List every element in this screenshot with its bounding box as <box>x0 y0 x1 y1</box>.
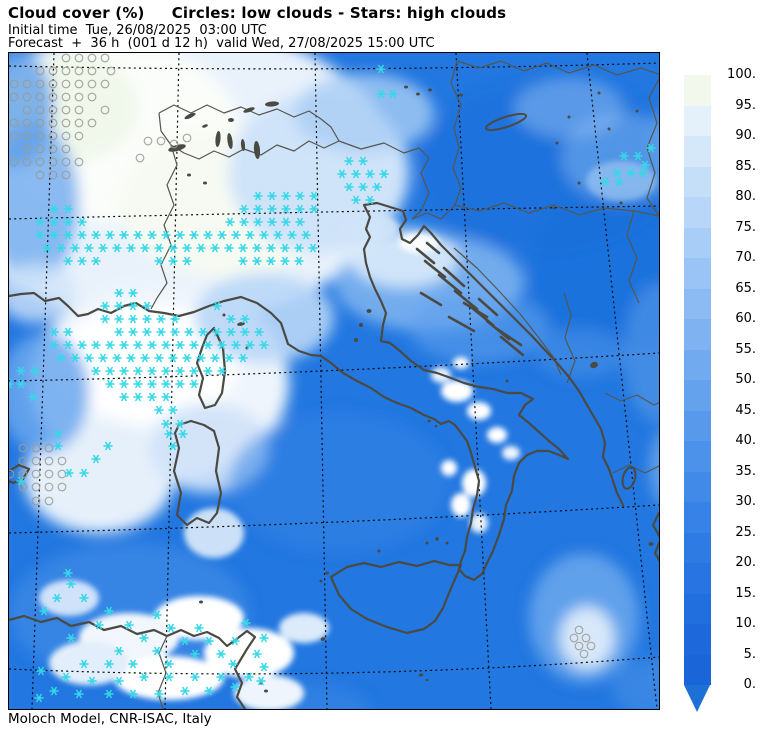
low-cloud-circles <box>9 53 596 659</box>
colorbar-segment <box>684 441 711 472</box>
colorbar-segment <box>684 105 711 136</box>
colorbar-segment <box>684 410 711 441</box>
colorbar-segment <box>684 471 711 502</box>
colorbar-segment <box>684 654 711 685</box>
coastlines-borders <box>9 60 659 709</box>
colorbar-label: 10. <box>735 616 756 631</box>
colorbar-label: 45. <box>735 402 756 418</box>
colorbar-label: 5. <box>743 646 756 662</box>
colorbar-segment <box>684 624 711 655</box>
colorbar-segment <box>684 75 711 106</box>
cloud-field-detail <box>39 161 656 709</box>
colorbar-segment <box>684 380 711 411</box>
initial-time-line: Initial time Tue, 26/08/2025 03:00 UTC <box>8 23 267 38</box>
colorbar-label: 85. <box>735 158 756 174</box>
colorbar-segment <box>684 502 711 533</box>
colorbar-label: 25. <box>735 524 756 540</box>
colorbar-label: 60. <box>735 311 756 326</box>
colorbar-label: 35. <box>735 463 756 479</box>
colorbar-segment <box>684 349 711 380</box>
colorbar <box>684 75 711 685</box>
high-cloud-stars <box>9 64 656 703</box>
forecast-valid-line: Forecast + 36 h (001 d 12 h) valid Wed, … <box>8 36 435 51</box>
colorbar-segment <box>684 319 711 350</box>
colorbar-label: 90. <box>735 128 756 143</box>
colorbar-segment <box>684 136 711 167</box>
colorbar-segment <box>684 532 711 563</box>
colorbar-label: 50. <box>735 372 756 387</box>
model-credit: Moloch Model, CNR-ISAC, Italy <box>8 711 212 727</box>
cloud-cover-map <box>9 53 659 709</box>
colorbar-label: 80. <box>735 189 756 204</box>
colorbar-label: 70. <box>735 250 756 265</box>
map-title: Cloud cover (%) Circles: low clouds - St… <box>8 4 507 22</box>
colorbar-label: 0. <box>743 677 756 692</box>
colorbar-segment <box>684 258 711 289</box>
colorbar-label: 20. <box>735 555 756 570</box>
colorbar-segment <box>684 593 711 624</box>
colorbar-label: 95. <box>735 97 756 113</box>
colorbar-label: 65. <box>735 280 756 296</box>
colorbar-segment <box>684 166 711 197</box>
colorbar-segment <box>684 288 711 319</box>
colorbar-label: 100. <box>727 67 756 82</box>
weather-map-panel <box>8 52 660 710</box>
colorbar-arrow-icon <box>684 685 710 712</box>
colorbar-label: 15. <box>735 585 756 601</box>
colorbar-label: 40. <box>735 433 756 448</box>
colorbar-segment <box>684 227 711 258</box>
colorbar-label: 30. <box>735 494 756 509</box>
colorbar-label: 75. <box>735 219 756 235</box>
colorbar-segment <box>684 563 711 594</box>
colorbar-segment <box>684 197 711 228</box>
colorbar-label: 55. <box>735 341 756 357</box>
